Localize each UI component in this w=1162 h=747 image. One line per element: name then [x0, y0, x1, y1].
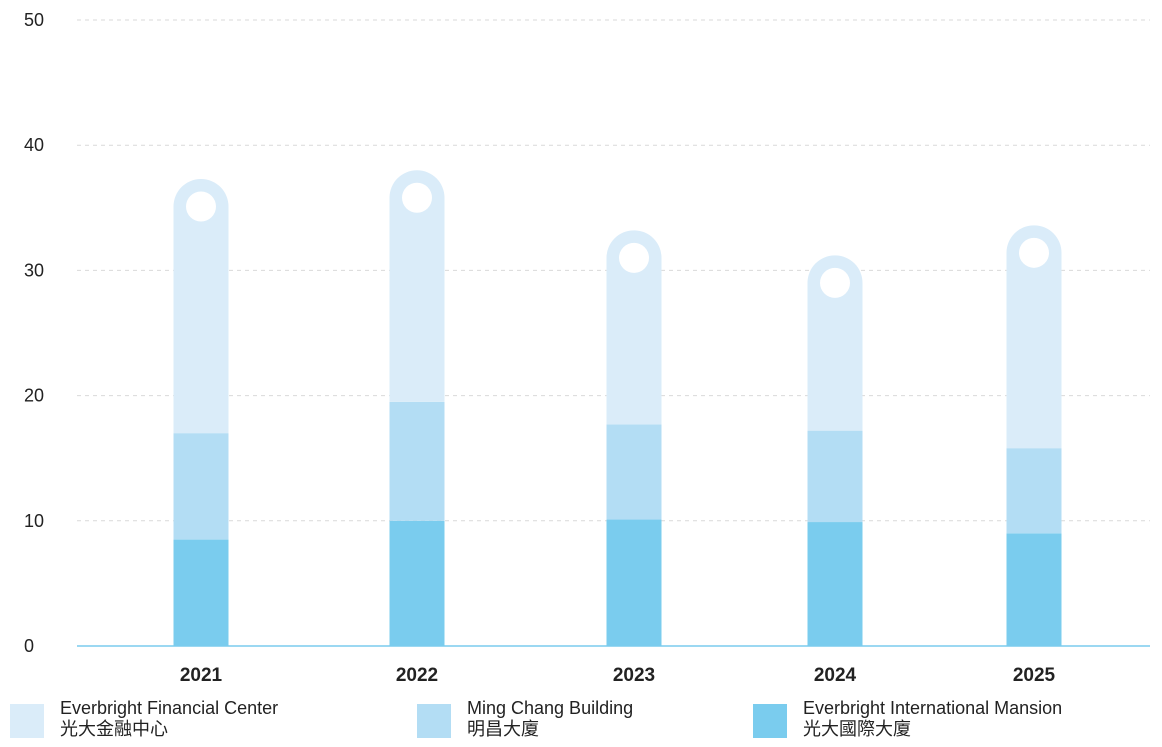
- bar-segment: [1006, 448, 1062, 534]
- bar-segment: [173, 433, 229, 540]
- bar-cap-dot: [186, 191, 216, 222]
- legend-swatch: [753, 704, 787, 738]
- y-axis-ticks: 0 10 20 30 40 50: [24, 10, 44, 656]
- y-tick-label: 30: [24, 260, 44, 280]
- legend: Everbright Financial Center 光大金融中心 Ming …: [0, 698, 1162, 747]
- y-tick-label: 10: [24, 511, 44, 531]
- legend-swatch: [10, 704, 44, 738]
- legend-label-zh: 明昌大廈: [467, 719, 539, 739]
- bar-segment: [807, 255, 863, 431]
- y-tick-label: 0: [24, 636, 34, 656]
- bar-segment: [606, 519, 662, 646]
- bar-segment: [1006, 533, 1062, 646]
- bar-cap-dot: [820, 267, 850, 298]
- bar-cap-dot: [619, 242, 649, 273]
- y-tick-label: 50: [24, 10, 44, 30]
- bar-segment: [389, 401, 445, 521]
- legend-label-zh: 光大國際大廈: [803, 719, 911, 739]
- bars: [173, 170, 1062, 646]
- bar-cap-dot: [1019, 237, 1049, 268]
- bar-segment: [606, 230, 662, 425]
- legend-label: Everbright Financial Center: [60, 698, 279, 718]
- bar-segment: [807, 522, 863, 646]
- x-category-label: 2021: [180, 665, 223, 686]
- bar-segment: [389, 170, 445, 402]
- x-category-label: 2022: [396, 665, 438, 686]
- y-tick-label: 40: [24, 135, 44, 155]
- bar-segment: [389, 520, 445, 646]
- legend-label: Ming Chang Building: [467, 698, 634, 718]
- x-category-label: 2025: [1013, 665, 1056, 686]
- legend-label-zh: 光大金融中心: [60, 719, 168, 739]
- bar-segment: [173, 179, 229, 434]
- bar-segment: [606, 424, 662, 520]
- bar-segment: [173, 539, 229, 646]
- legend-item-ming-chang: Ming Chang Building 明昌大廈: [417, 698, 633, 740]
- x-axis-labels: 2021 2022 2023 2024 2025: [180, 665, 1056, 686]
- x-category-label: 2023: [613, 665, 655, 686]
- x-category-label: 2024: [814, 665, 857, 686]
- y-tick-label: 20: [24, 386, 44, 406]
- bar-segment: [807, 430, 863, 523]
- legend-swatch: [417, 704, 451, 738]
- legend-item-financial-center: Everbright Financial Center 光大金融中心: [10, 698, 278, 740]
- legend-item-international-mansion: Everbright International Mansion 光大國際大廈: [753, 698, 1062, 740]
- legend-label: Everbright International Mansion: [803, 698, 1063, 718]
- stacked-bar-chart: 0 10 20 30 40 50 2021 2022 2023 2024 2025: [24, 10, 1150, 686]
- bar-cap-dot: [402, 182, 432, 213]
- bar-segment: [1006, 225, 1062, 449]
